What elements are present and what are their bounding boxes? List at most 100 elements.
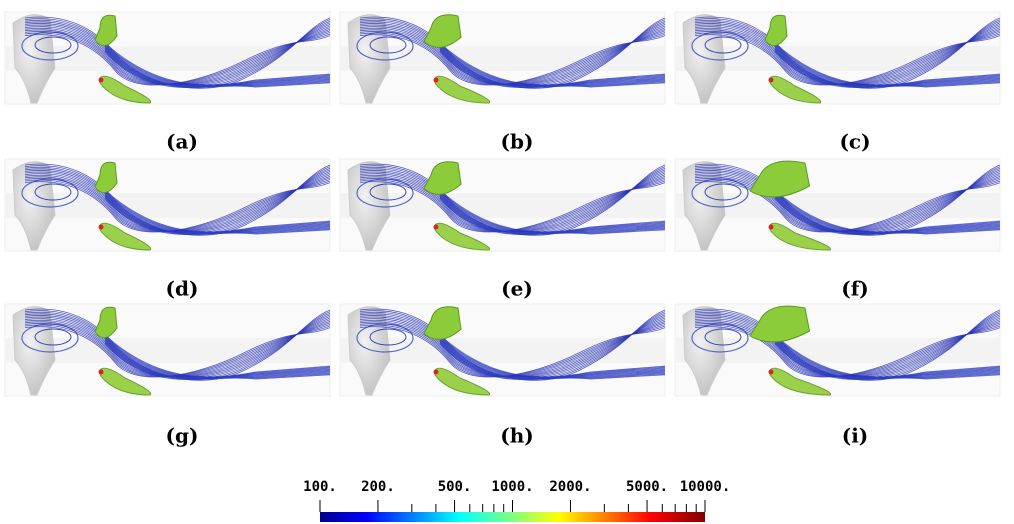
recirculation-zone [423,14,462,48]
streamline [104,338,331,379]
geometry [12,14,56,104]
streamline [774,339,1001,379]
streamline [774,47,1001,87]
streamline [359,326,666,378]
panel-label: (g) [166,424,199,448]
panel-label: (h) [500,424,533,448]
streamline [774,338,1001,379]
hot-spot [98,224,104,230]
streamline [24,34,331,86]
streamline [104,46,331,87]
recirculation-zone [434,222,491,251]
streamline [774,198,1001,236]
streamline [104,49,331,88]
streamline [439,342,666,380]
panel-label: (f) [841,277,869,301]
streamline [104,339,331,379]
streamline [104,196,331,235]
streamline [774,196,1001,235]
recirculation-zone [99,222,152,251]
streamline [359,34,666,86]
streamline [104,342,331,380]
recirculation-zone [749,160,811,198]
recirculation-zone [764,14,788,47]
colorbar-tick-label: 1000. [491,479,533,495]
streamline [694,181,1001,233]
hot-spot [768,77,774,83]
geometry [682,306,726,396]
streamline [774,340,1001,379]
hot-spot [98,77,104,83]
streamline [439,341,666,380]
streamline [774,341,1001,380]
streamline [439,196,666,235]
recirculation-zone [769,367,832,396]
streamline [774,195,1001,234]
streamline [104,195,331,234]
colorbar-tick-label: 10000. [680,479,731,495]
streamline [439,48,666,87]
hot-spot [433,224,439,230]
recirculation-zone [423,161,462,195]
hot-spot [98,369,104,375]
streamline [104,47,331,87]
panel-label: (i) [842,424,869,448]
streamline [439,194,666,234]
recirculation-zone [94,161,118,194]
panel-image [339,11,666,105]
streamline [774,46,1001,87]
streamline [774,48,1001,87]
streamline [439,193,666,234]
vortex [369,183,407,201]
recirculation-zone [769,222,832,251]
streamline [774,341,1001,380]
panel-label: (a) [166,130,198,154]
geometry [12,161,56,251]
streamline [774,343,1001,381]
streamline [439,198,666,236]
panel-image [674,158,1001,252]
hot-spot [433,77,439,83]
streamline [104,340,331,379]
streamline [359,181,666,233]
vortex [34,183,72,201]
streamline [104,193,331,234]
streamline [774,197,1001,235]
streamline [104,197,331,235]
streamline [439,47,666,87]
streamline [439,343,666,381]
recirculation-zone [94,306,118,339]
colorbar-tick-label: 100. [303,479,337,495]
panel-label: (b) [501,130,534,154]
hot-spot [768,369,774,375]
streamline [774,194,1001,234]
panel-label: (e) [501,277,533,301]
streamline [774,342,1001,380]
panel-image [339,303,666,397]
vortex [704,328,742,346]
streamline [774,196,1001,235]
panel-image [4,158,331,252]
panel-image [674,303,1001,397]
vortex [369,36,407,54]
panel-label: (d) [166,277,199,301]
panel-image [4,11,331,105]
vortex [704,183,742,201]
geometry [682,14,726,104]
vortex [34,328,72,346]
vortex [34,36,72,54]
streamline [104,49,331,88]
streamline [104,341,331,380]
geometry [682,161,726,251]
colorbar-tick-label: 2000. [549,479,591,495]
colorbar-tick-label: 200. [361,479,395,495]
colorbar [320,512,705,522]
hot-spot [768,224,774,230]
streamline [439,50,666,88]
streamline [104,48,331,87]
panel-image [4,303,331,397]
streamline [439,340,666,379]
streamline [439,49,666,88]
streamline [439,51,666,89]
